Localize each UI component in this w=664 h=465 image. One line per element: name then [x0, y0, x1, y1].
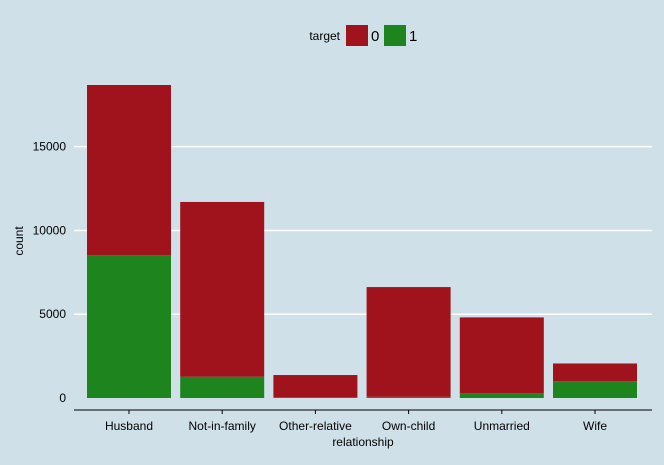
x-tick-label-husband: Husband — [105, 419, 153, 433]
bar-own-child-target-1 — [366, 396, 451, 398]
bar-own-child-target-0 — [366, 287, 451, 397]
legend-label-1: 1 — [409, 28, 417, 45]
y-tick-label-5000: 5000 — [39, 307, 66, 321]
legend-swatch-0 — [346, 25, 368, 46]
bar-husband-target-1 — [87, 255, 171, 398]
bar-other-relative-target-0 — [273, 375, 358, 398]
x-axis-title: relationship — [332, 435, 394, 449]
bar-other-relative-target-1 — [273, 397, 358, 398]
bar-unmarried-target-1 — [459, 393, 544, 398]
x-tick-label-not-in-family: Not-in-family — [189, 419, 256, 433]
x-tick-label-own-child: Own-child — [382, 419, 435, 433]
legend-swatch-1 — [384, 25, 406, 46]
bar-wife-target-1 — [553, 381, 637, 398]
bar-wife-target-0 — [553, 363, 637, 382]
y-tick-label-0: 0 — [59, 391, 66, 405]
x-tick-label-other-relative: Other-relative — [279, 419, 352, 433]
bar-husband-target-0 — [87, 85, 171, 256]
y-tick-labels: 0 5000 10000 15000 — [33, 140, 67, 405]
y-tick-label-10000: 10000 — [33, 223, 67, 237]
bars — [87, 85, 637, 398]
bar-not-in-family-target-0 — [180, 201, 265, 377]
x-tick-label-unmarried: Unmarried — [474, 419, 530, 433]
bar-not-in-family-target-1 — [180, 376, 265, 398]
legend: target 0 1 — [309, 25, 417, 46]
legend-title: target — [309, 29, 340, 43]
legend-label-0: 0 — [371, 28, 379, 45]
y-axis-title: count — [12, 226, 26, 256]
bar-unmarried-target-0 — [459, 317, 544, 394]
x-tick-label-wife: Wife — [583, 419, 607, 433]
y-tick-label-15000: 15000 — [33, 140, 67, 154]
x-tick-labels: Husband Not-in-family Other-relative Own-ch… — [105, 410, 607, 433]
